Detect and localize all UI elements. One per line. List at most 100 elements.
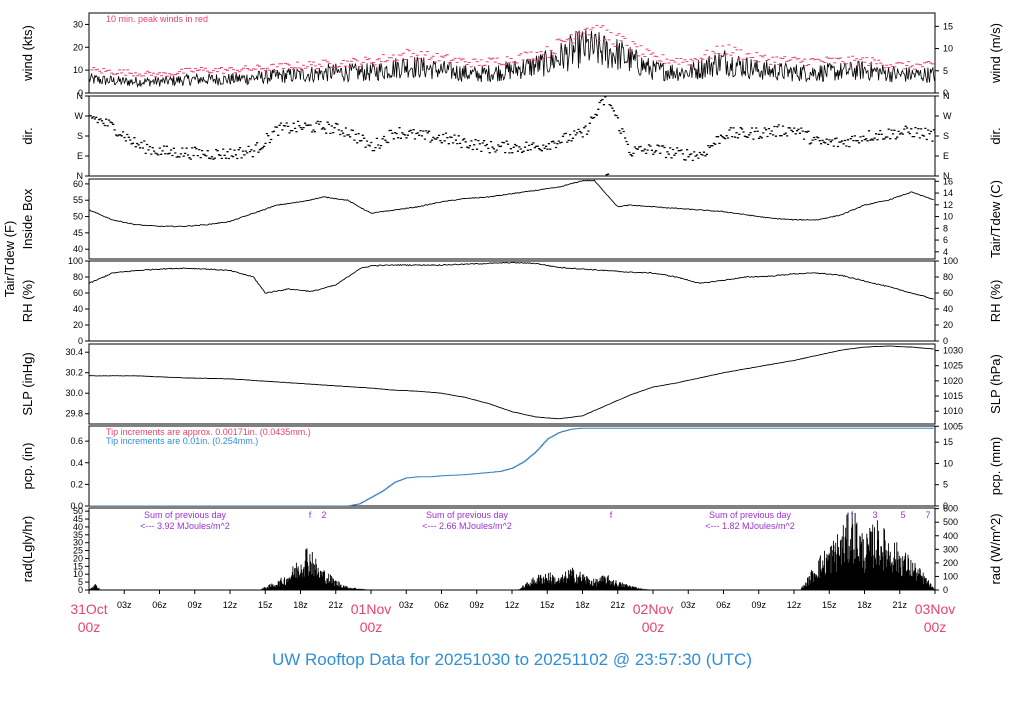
y-tick-label-right: 1015 [943,391,963,401]
panel-rh: 0 20 40 60 80 100 0 20 40 60 80 100 RH (%) RH (%) [20,256,1003,346]
radiation-marker: f [309,510,312,520]
y-tick-label-left: 10 [73,569,83,579]
y-tick-label-right: W [943,111,952,121]
radiation-sum-title: Sum of previous day [144,510,227,520]
y-tick-label-right: S [943,131,949,141]
radiation-sum-value: <--- 1.82 MJoules/m^2 [705,521,795,531]
y-tick-label-left: 0 [78,88,83,98]
y-tick-label-right: 4 [943,247,948,257]
panel-body [89,96,935,176]
x-tick-label: 09z [751,600,766,610]
y-tick-label-right: N [943,171,950,181]
y-tick-label-left: 15 [73,561,83,571]
panel-pcp: 0.0 0.2 0.4 0.6 0 5 10 15 pcp. (in) pcp. (mm) Tip … [20,425,1003,511]
y-tick-label-right: 60 [943,288,953,298]
y-tick-label-right: N [943,91,950,101]
y-tick-label-left: 60 [73,288,83,298]
y-tick-label-right: 20 [943,320,953,330]
y-tick-label-right: 0 [943,585,948,595]
y-tick-label-right: 500 [943,517,958,527]
y-axis-label-left: rad(Lgly/hr) [20,516,35,582]
y-tick-label-right: 5 [943,66,948,76]
radiation-marker: f [610,510,613,520]
y-tick-label-left: 50 [73,506,83,516]
y-axis-label-left: Inside Box [20,188,35,249]
precip-note-tip: Tip increments are 0.01in. (0.254mm.) [106,436,258,446]
y-tick-label-right: 100 [943,256,958,266]
series-marks-wind-direction [89,96,935,176]
y-axis-label-right: pcp. (mm) [988,437,1003,496]
x-day-label: 01Nov [351,601,391,617]
x-tick-label: 18z [293,600,308,610]
series-marks-wind-peak [90,24,935,78]
series-line-rh [89,261,934,300]
y-axis-label-left: Tair/Tdew (F) [2,221,17,298]
panel-body [89,24,935,89]
radiation-sum-title: Sum of previous day [426,510,509,520]
y-tick-label-right: 0 [943,88,948,98]
series-line-wind-mean [89,29,935,89]
y-axis-label-left: dir. [20,127,35,144]
y-tick-label-left: 30.2 [65,368,83,378]
y-tick-label-left: 40 [73,304,83,314]
panel-rad: 051015202530354045500100200300400500600r… [20,504,1003,595]
x-tick-label: 21z [892,600,907,610]
panel-slp: 29.8 30.0 30.2 30.4 1005 1010 1015 1020 1025 1030… [20,343,1003,431]
y-tick-label-right: 15 [943,437,953,447]
y-tick-label-left: 45 [73,228,83,238]
panel-body [89,345,934,420]
y-tick-label-left: S [77,131,83,141]
x-day-hour-label: 00z [642,619,665,635]
y-tick-label-left: 35 [73,530,83,540]
y-tick-label-right: 10 [943,44,953,54]
x-tick-label: 12z [505,600,520,610]
panel-frame [88,12,936,94]
series-line-precip [89,427,934,506]
y-tick-label-right: E [943,151,949,161]
wind-peak-note: 10 min. peak winds in red [106,14,208,24]
y-tick-label-right: 80 [943,272,953,282]
x-day-label: 03Nov [915,601,955,617]
y-tick-label-right: 300 [943,544,958,554]
x-tick-label: 03z [681,600,696,610]
y-tick-label-left: 20 [73,42,83,52]
y-tick-label-right: 5 [943,480,948,490]
y-tick-label-left: 100 [68,256,83,266]
y-tick-label-right: 1010 [943,406,963,416]
x-tick-label: 12z [223,600,238,610]
panel-frame [88,260,936,342]
y-tick-label-left: 30.0 [65,388,83,398]
x-tick-label: 15z [258,600,273,610]
y-tick-label-right: 14 [943,188,953,198]
y-tick-label-right: 200 [943,558,958,568]
y-tick-label-left: 0.4 [70,458,83,468]
x-day-label: 31Oct [70,601,107,617]
y-tick-label-left: 20 [73,553,83,563]
x-tick-label: 15z [540,600,555,610]
y-axis-label-right: SLP (hPa) [988,354,1003,414]
panel-frame [88,343,936,425]
series-line-temp [89,179,934,228]
y-axis-label-right: Tair/Tdew (C) [988,180,1003,258]
radiation-sum-title: Sum of previous day [709,510,792,520]
panel-wind: 0 10 20 30 0 5 10 15 wind (kts) wind (m/s) 10 min.… [20,12,1003,98]
y-tick-label-left: 0.6 [70,436,83,446]
precip-note-approx: Tip increments are approx. 0.00171in. (0… [106,427,311,437]
x-axis: 03z 06z 09z 12z 15z 18z 21z 03z 06z 09z 12z 15z 18z 2… [70,590,955,635]
x-day-hour-label: 00z [360,619,383,635]
x-day-hour-label: 00z [924,619,947,635]
panel-body [89,511,935,590]
y-tick-label-right: 15 [943,21,953,31]
y-tick-label-right: 1025 [943,361,963,371]
x-day-label: 02Nov [633,601,673,617]
y-tick-label-left: 0 [78,585,83,595]
y-tick-label-left: N [77,171,84,181]
x-tick-label: 21z [328,600,343,610]
y-tick-label-right: 12 [943,200,953,210]
y-tick-label-right: 6 [943,235,948,245]
y-tick-label-right: 100 [943,571,958,581]
y-tick-label-right: 8 [943,223,948,233]
y-tick-label-right: 40 [943,304,953,314]
y-tick-label-left: 45 [73,514,83,524]
